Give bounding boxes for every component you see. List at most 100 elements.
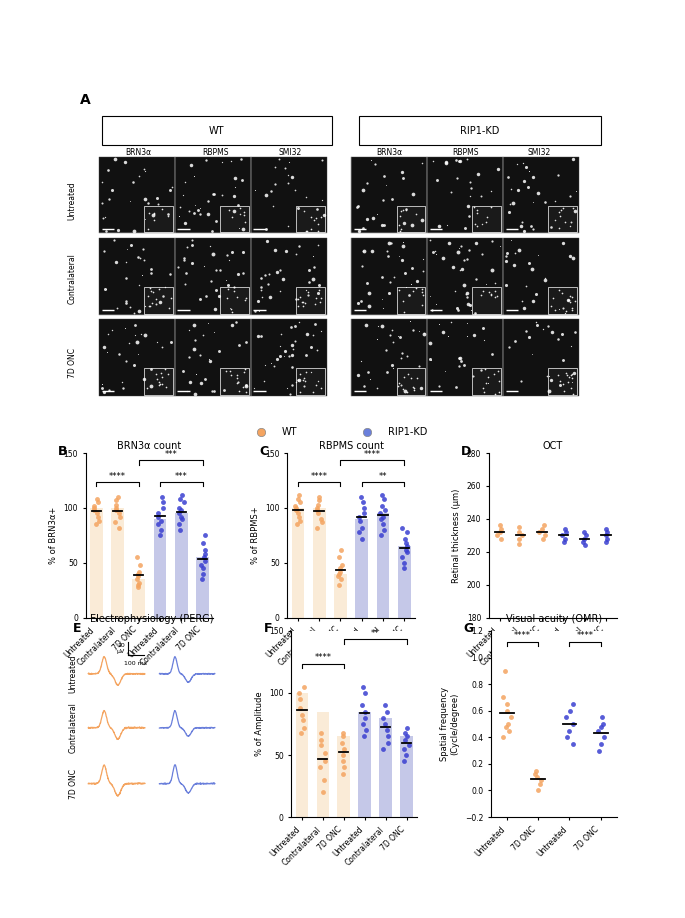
Bar [549,286,577,314]
Y-axis label: Spatial frequency
(Cycle/degree): Spatial frequency (Cycle/degree) [440,687,460,761]
Bar [351,238,427,315]
Y-axis label: % of BRN3α+: % of BRN3α+ [49,507,58,564]
Bar [338,736,350,817]
Bar [296,206,325,232]
Bar [221,368,249,395]
Y-axis label: % of Amplitude: % of Amplitude [255,691,264,756]
Bar [427,157,503,233]
Bar [358,711,371,817]
Text: ****: **** [314,653,332,662]
Title: OCT: OCT [543,441,563,451]
Bar [377,513,389,618]
Text: SMI32: SMI32 [528,149,551,157]
Text: C: C [259,445,269,458]
Text: D: D [461,445,471,458]
Bar [351,319,427,396]
Text: ****: **** [514,632,531,640]
Title: RBPMS count: RBPMS count [319,441,384,451]
Bar [296,286,325,314]
Text: E: E [73,621,81,634]
Bar [90,508,103,618]
Text: Untreated: Untreated [68,181,77,219]
FancyBboxPatch shape [101,117,332,145]
Bar [196,557,209,618]
Text: RBPMS: RBPMS [452,149,478,157]
Bar [251,319,327,396]
Text: 7D ONC: 7D ONC [68,348,77,377]
Bar [99,319,175,396]
Text: Untreated: Untreated [68,655,77,693]
Bar [397,206,425,232]
Text: Electrophysiology (PERG): Electrophysiology (PERG) [90,613,213,623]
Text: **: ** [379,472,387,480]
Bar [351,157,427,233]
Bar [99,238,175,315]
Bar [549,206,577,232]
Bar [251,238,327,315]
Bar [111,508,124,618]
Bar [175,513,188,618]
Bar [99,157,175,233]
Bar [503,157,579,233]
Bar [549,368,577,395]
Text: Contralateral: Contralateral [68,253,77,304]
Text: ****: **** [311,472,327,480]
Text: RIP1-KD: RIP1-KD [460,126,499,136]
Bar [145,206,173,232]
Bar [296,693,308,817]
Text: F: F [264,621,273,634]
Text: SMI32: SMI32 [278,149,301,157]
Bar [221,206,249,232]
Text: ****: **** [364,450,381,459]
Text: BRN3α: BRN3α [376,149,402,157]
Text: G: G [463,621,473,634]
Bar [427,238,503,315]
Text: ***: *** [175,472,188,480]
Y-axis label: Retinal thickness (μm): Retinal thickness (μm) [452,488,461,583]
Title: BRN3α count: BRN3α count [117,441,182,451]
Bar [145,368,173,395]
Bar [132,579,145,618]
Bar [313,508,325,618]
FancyBboxPatch shape [359,117,601,145]
Text: A: A [80,93,91,107]
Text: 7D ONC: 7D ONC [68,768,77,799]
Text: ****: **** [577,632,594,640]
Text: WT: WT [209,126,225,136]
Y-axis label: % of RBPMS+: % of RBPMS+ [251,507,260,565]
Bar [175,157,251,233]
Bar [398,546,410,618]
Text: **: ** [371,629,379,638]
Bar [316,711,329,817]
Text: WT: WT [282,427,297,437]
Text: RBPMS: RBPMS [203,149,229,157]
Bar [175,319,251,396]
Text: ****: **** [109,472,126,480]
Bar [251,157,327,233]
Text: Contralateral: Contralateral [68,702,77,753]
Bar [145,286,173,314]
Bar [503,238,579,315]
Bar [175,238,251,315]
Bar [503,319,579,396]
Bar [397,286,425,314]
Bar [334,574,347,618]
Bar [397,368,425,395]
Bar [292,508,304,618]
Bar [473,206,501,232]
Bar [296,368,325,395]
Bar [427,319,503,396]
Bar [221,286,249,314]
Bar [153,519,166,618]
Text: 100 ms: 100 ms [124,661,147,666]
Text: BRN3α: BRN3α [125,149,152,157]
Text: RIP1-KD: RIP1-KD [388,427,427,437]
Bar [379,718,392,817]
Bar [356,519,368,618]
Text: Visual acuity (OMR): Visual acuity (OMR) [506,613,602,623]
Text: B: B [58,445,67,458]
Text: 10
μV: 10 μV [117,644,125,654]
Bar [473,286,501,314]
Text: ***: *** [164,450,177,459]
Bar [473,368,501,395]
